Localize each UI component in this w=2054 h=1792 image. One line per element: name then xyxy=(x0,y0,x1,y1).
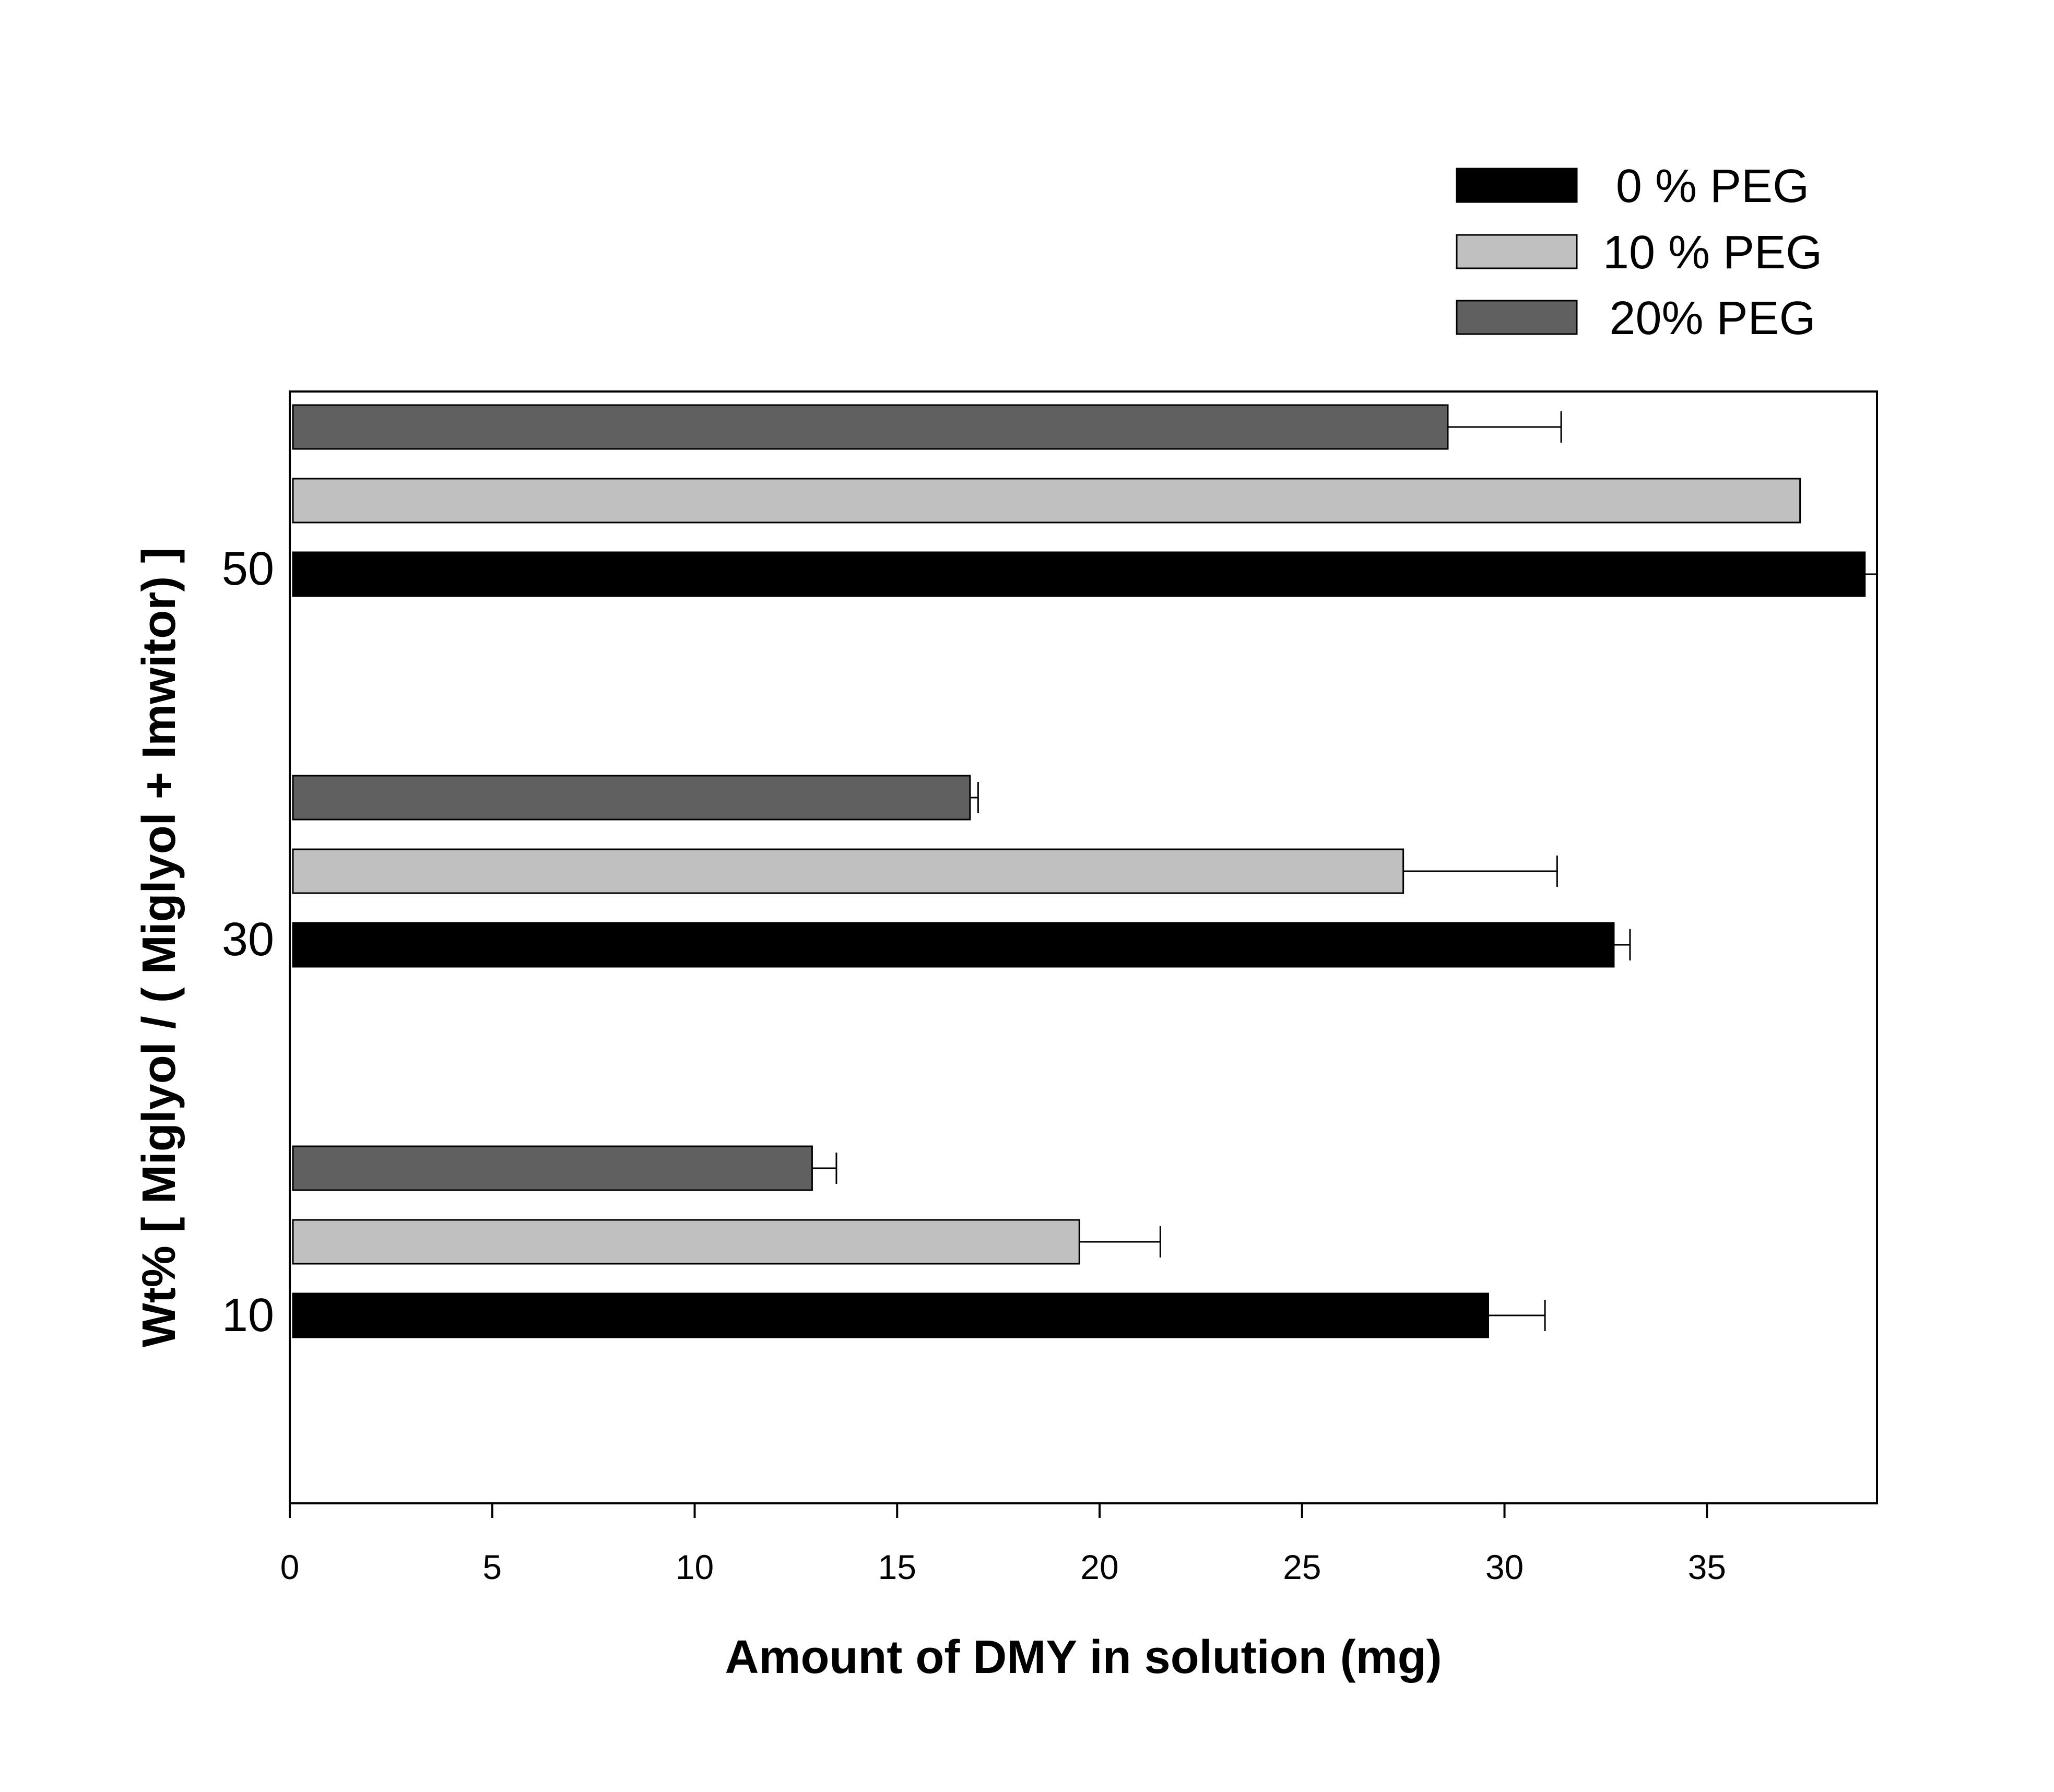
y-category-label: 10 xyxy=(222,1289,274,1342)
legend-swatch xyxy=(1456,234,1578,269)
legend-label: 0 % PEG xyxy=(1616,160,1809,212)
x-tick-label: 10 xyxy=(676,1548,714,1586)
y-axis-title: Wt% [ Miglyol / ( Miglyol + Imwitor) ] xyxy=(133,548,185,1347)
bar-50-10-peg xyxy=(292,478,1801,524)
x-tick-label: 5 xyxy=(482,1548,502,1586)
legend: 0 % PEG 10 % PEG 20% PEG xyxy=(1456,160,1822,345)
legend-swatch xyxy=(1456,300,1578,335)
x-tick-label: 20 xyxy=(1080,1548,1118,1586)
plot-frame xyxy=(289,390,1878,1504)
legend-label: 20% PEG xyxy=(1609,292,1815,345)
bar-30-10-peg xyxy=(292,848,1404,894)
x-tick-label: 30 xyxy=(1485,1548,1524,1586)
y-axis: 10 30 50 xyxy=(222,543,274,1342)
bars xyxy=(292,404,1878,1338)
x-tick-label: 25 xyxy=(1283,1548,1321,1586)
bar-30-0-peg xyxy=(292,922,1615,968)
y-category-label: 50 xyxy=(222,543,274,595)
bar-10-20-peg xyxy=(292,1145,813,1191)
x-axis-title: Amount of DMY in solution (mg) xyxy=(725,1631,1442,1683)
bar-10-0-peg xyxy=(292,1292,1490,1338)
x-tick-label: 35 xyxy=(1688,1548,1726,1586)
x-axis: 0 5 10 15 20 25 30 35 xyxy=(280,1503,1726,1586)
x-tick-label: 0 xyxy=(280,1548,300,1586)
bar-50-20-peg xyxy=(292,404,1449,450)
x-tick-label: 15 xyxy=(878,1548,916,1586)
y-category-label: 30 xyxy=(222,913,274,966)
bar-30-20-peg xyxy=(292,775,971,821)
bar-50-0-peg xyxy=(292,551,1866,597)
bar-10-10-peg xyxy=(292,1219,1080,1265)
legend-label: 10 % PEG xyxy=(1603,227,1822,279)
legend-swatch xyxy=(1456,168,1578,203)
